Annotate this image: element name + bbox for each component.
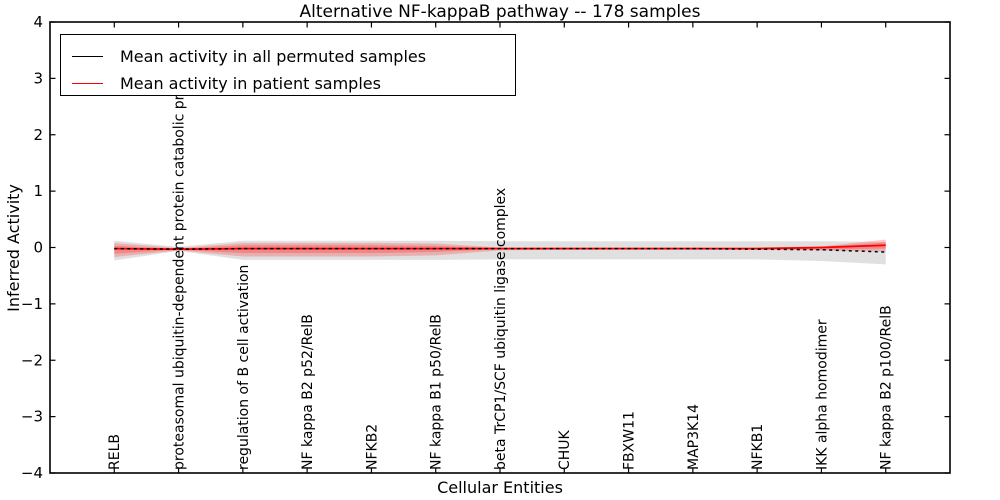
x-tick-label: proteasomal ubiquitin-dependent protein … — [171, 94, 187, 470]
permuted-mean-line — [114, 247, 886, 253]
chart-title: Alternative NF-kappaB pathway -- 178 sam… — [299, 2, 701, 22]
x-tick-label: CHUK — [557, 429, 573, 470]
x-tick-label: regulation of B cell activation — [236, 265, 252, 470]
x-tick-label: NF kappa B2 p100/RelB — [879, 305, 895, 470]
y-tick-label: −3 — [21, 408, 43, 426]
legend-item-permuted: Mean activity in all permuted samples — [61, 44, 515, 68]
y-tick-label: 3 — [33, 69, 43, 87]
x-tick-label: NFKB1 — [750, 424, 766, 470]
x-tick-label: RELB — [107, 434, 123, 470]
y-tick-label: −2 — [21, 351, 43, 369]
patient-line-sample — [72, 82, 103, 84]
confidence-band — [114, 240, 886, 265]
y-tick-label: −4 — [21, 464, 43, 482]
x-tick-label: beta TrCP1/SCF ubiquitin ligase complex — [493, 188, 509, 470]
x-tick-label: NF kappa B2 p52/RelB — [300, 314, 316, 470]
x-tick-label: NFKB2 — [364, 424, 380, 470]
y-tick-label: 2 — [33, 126, 43, 144]
legend-label: Mean activity in patient samples — [120, 73, 381, 93]
permuted-line-sample — [72, 55, 103, 57]
legend-box: Mean activity in all permuted samples Me… — [60, 34, 516, 96]
x-tick-label: MAP3K14 — [686, 404, 702, 470]
y-tick-label: −1 — [21, 295, 43, 313]
y-tick-label: 4 — [33, 13, 43, 31]
legend-label: Mean activity in all permuted samples — [120, 46, 427, 66]
x-tick-label: FBXW11 — [621, 411, 637, 470]
x-axis-title: Cellular Entities — [437, 478, 563, 497]
legend-item-patient: Mean activity in patient samples — [61, 71, 515, 95]
y-tick-label: 1 — [33, 182, 43, 200]
x-tick-label: NF kappa B1 p50/RelB — [429, 314, 445, 470]
y-tick-label: 0 — [33, 239, 43, 257]
x-tick-label: IKK alpha homodimer — [814, 319, 830, 470]
